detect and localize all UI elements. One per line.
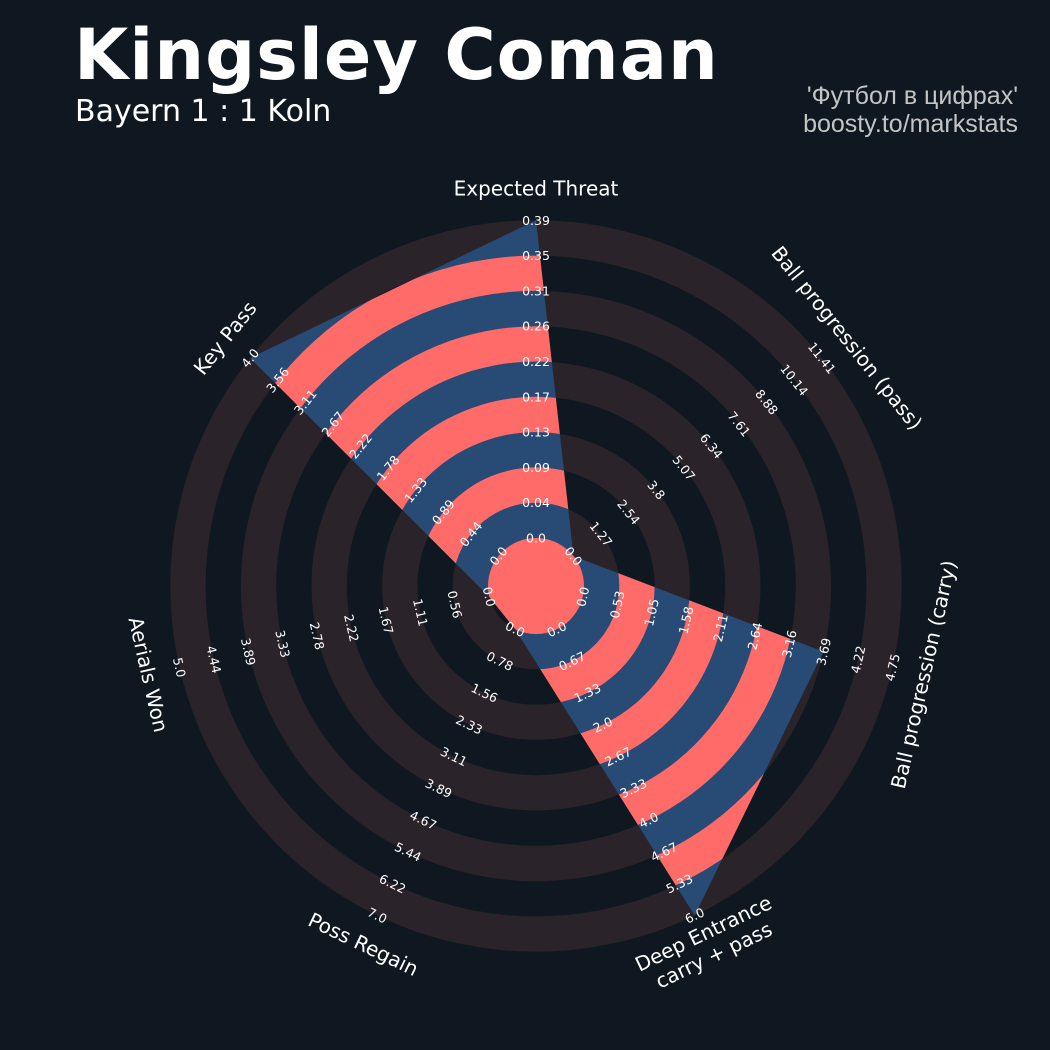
match-subtitle: Bayern 1 : 1 Koln xyxy=(75,94,332,129)
tick-label: 4.22 xyxy=(848,644,869,674)
tick-label: 2.22 xyxy=(341,613,362,643)
tick-label: 0.26 xyxy=(522,319,550,334)
tick-label: 3.33 xyxy=(272,629,293,659)
tick-label: 1.58 xyxy=(676,605,697,636)
tick-label: 2.78 xyxy=(307,621,328,652)
tick-label: 0.0 xyxy=(573,585,592,608)
tick-label: 0.56 xyxy=(444,589,465,620)
credit-url: boosty.to/markstats xyxy=(803,110,1018,138)
tick-label: 0.31 xyxy=(522,283,550,298)
tick-label: 3.16 xyxy=(779,629,800,660)
tick-label: 0.09 xyxy=(522,460,550,475)
tick-label: 2.64 xyxy=(744,621,765,652)
tick-label: 1.11 xyxy=(410,597,431,627)
tick-label: 1.67 xyxy=(376,605,397,635)
tick-label: 3.89 xyxy=(238,636,259,667)
tick-label: 0.0 xyxy=(526,531,546,546)
tick-label: 0.35 xyxy=(522,248,550,263)
tick-label: 0.13 xyxy=(522,425,550,440)
tick-label: 5.0 xyxy=(170,656,189,679)
tick-label: 0.04 xyxy=(522,495,550,510)
player-name-title: Kingsley Coman xyxy=(74,14,719,96)
tick-label: 1.05 xyxy=(641,597,662,627)
tick-label: 0.39 xyxy=(522,213,550,228)
tick-label: 0.53 xyxy=(607,589,628,619)
tick-label: 2.11 xyxy=(710,613,731,643)
player-center-disc xyxy=(488,538,584,634)
tick-label: 3.69 xyxy=(813,636,834,667)
tick-label: 4.44 xyxy=(203,644,224,675)
axis-tick-labels: 0.0 0.04 0.09 0.13 0.17 0.22 0.26 0.31 0.35 0.39 0… xyxy=(170,213,903,927)
tick-label: 0.22 xyxy=(522,354,550,369)
tick-label: 4.75 xyxy=(882,652,903,682)
axis-label: Aerials Won xyxy=(124,615,174,735)
tick-label: 0.17 xyxy=(522,389,550,404)
axis-label: Expected Threat xyxy=(454,176,619,200)
credit-block: 'Футбол в цифрах' boosty.to/markstats xyxy=(803,82,1018,138)
credit-channel: 'Футбол в цифрах' xyxy=(806,82,1018,110)
axis-label-line: Expected Threat xyxy=(454,176,619,200)
tick-label: 0.0 xyxy=(480,585,499,608)
axis-label-line: Aerials Won xyxy=(124,615,174,735)
